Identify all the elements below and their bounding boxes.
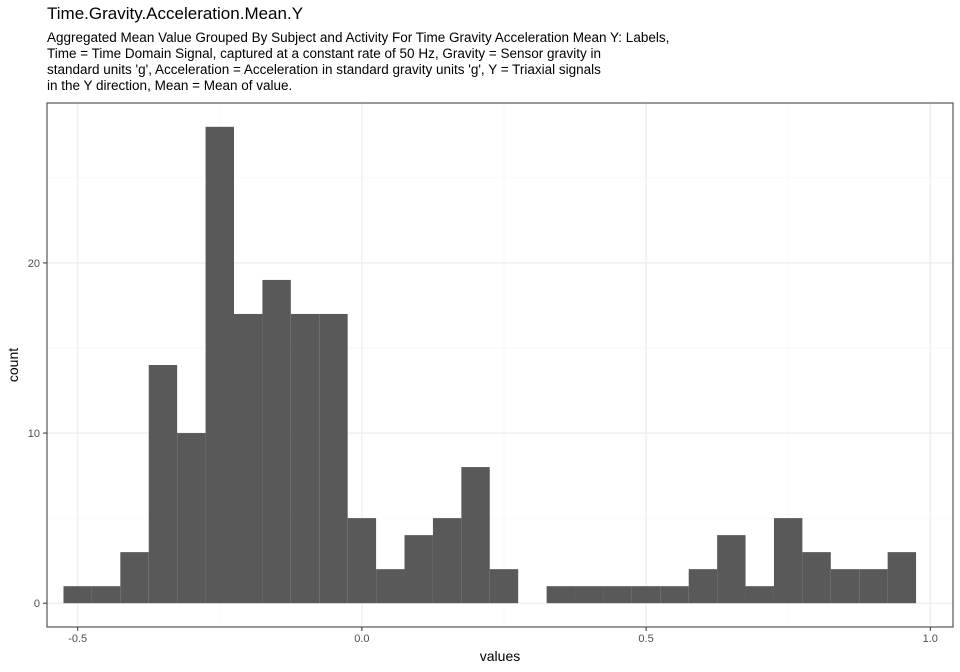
minor-gridlines: [47, 103, 953, 627]
y-tick-label: 10: [28, 428, 40, 440]
histogram-bar: [432, 518, 462, 604]
subtitle-line: Time = Time Domain Signal, captured at a…: [47, 46, 602, 61]
histogram-bar: [233, 313, 263, 604]
chart-title: Time.Gravity.Acceleration.Mean.Y: [47, 4, 304, 23]
histogram-bar: [290, 313, 320, 604]
panel-border: [46, 102, 954, 628]
histogram-bar: [205, 126, 234, 604]
x-tick-label: 0.5: [638, 633, 653, 645]
y-tick-label: 20: [28, 258, 40, 270]
subtitle-line: in the Y direction, Mean = Mean of value…: [47, 78, 293, 93]
histogram-bar: [631, 586, 661, 604]
x-tick-label: 0.0: [354, 633, 369, 645]
histogram-bar: [262, 279, 291, 604]
histogram-bar: [830, 569, 860, 604]
histogram-bar: [660, 586, 689, 604]
x-tick-label: 1.0: [923, 633, 938, 645]
histogram-bar: [347, 518, 377, 604]
y-tick-label: 0: [34, 598, 40, 610]
histogram-bar: [461, 467, 490, 604]
histogram-bar: [91, 586, 121, 604]
histogram-bar: [148, 365, 178, 604]
subtitle-line: standard units 'g', Acceleration = Accel…: [47, 62, 601, 77]
histogram-bar: [575, 586, 604, 604]
histogram-bar: [603, 586, 632, 604]
histogram-bar: [404, 535, 433, 604]
y-axis-title: count: [5, 348, 21, 382]
histogram-bar: [63, 586, 92, 604]
chart-subtitle: Aggregated Mean Value Grouped By Subject…: [47, 30, 669, 94]
histogram-bar: [376, 569, 405, 604]
x-axis-title: values: [480, 648, 520, 664]
histogram-bar: [120, 552, 149, 604]
histogram-bar: [177, 433, 206, 604]
histogram-bar: [489, 569, 519, 604]
histogram-bar: [859, 569, 888, 604]
subtitle-line: Aggregated Mean Value Grouped By Subject…: [47, 30, 670, 45]
histogram-bars: [63, 126, 917, 604]
x-tick-label: -0.5: [68, 633, 87, 645]
histogram-bar: [717, 535, 746, 604]
histogram-bar: [887, 552, 917, 604]
histogram-bar: [546, 586, 576, 604]
histogram-bar: [773, 518, 803, 604]
histogram-bar: [802, 552, 831, 604]
x-axis: -0.5 0.0 0.5 1.0: [68, 627, 938, 645]
y-axis: 0 10 20: [28, 258, 47, 610]
histogram-bar: [688, 569, 718, 604]
histogram-bar: [745, 586, 774, 604]
histogram-bar: [319, 313, 348, 604]
